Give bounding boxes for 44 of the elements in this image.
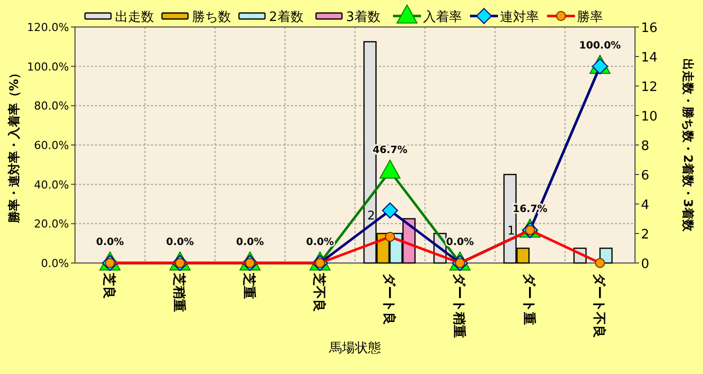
x-tick-label: ダート重 bbox=[521, 273, 537, 325]
data-label: 1 bbox=[507, 223, 515, 238]
y2-tick-label: 12 bbox=[641, 80, 658, 95]
y-tick-label: 40.0% bbox=[34, 178, 69, 192]
y2-tick-label: 16 bbox=[641, 21, 658, 36]
data-label: 0.0% bbox=[446, 237, 474, 248]
y2-tick-label: 6 bbox=[641, 168, 650, 184]
y2-tick-label: 14 bbox=[641, 50, 658, 66]
x-tick-label: 芝稍重 bbox=[171, 272, 187, 312]
data-label: 0.0% bbox=[96, 237, 124, 248]
x-tick-label: ダート稍重 bbox=[451, 273, 467, 338]
legend-label: 3着数 bbox=[346, 9, 380, 25]
legend-label: 出走数 bbox=[115, 10, 154, 25]
y-tick-label: 100.0% bbox=[27, 60, 69, 74]
data-label: 0.0% bbox=[166, 237, 194, 248]
y2-tick-label: 4 bbox=[641, 198, 650, 213]
legend-label: 連対率 bbox=[500, 9, 539, 25]
point bbox=[382, 202, 398, 218]
x-tick-label: 芝良 bbox=[101, 272, 117, 299]
y2-tick-label: 10 bbox=[641, 110, 658, 124]
y2-tick-label: 0 bbox=[641, 257, 650, 272]
y2-tick-label: 2 bbox=[641, 228, 650, 242]
y-tick-label: 20.0% bbox=[34, 218, 69, 231]
y-tick-label: 60.0% bbox=[34, 139, 69, 152]
y-tick-label: 0.0% bbox=[41, 257, 69, 270]
y2-axis-title: 出走数・勝ち数・2着数・3着数 bbox=[681, 58, 695, 232]
x-tick-label: 芝重 bbox=[241, 272, 257, 299]
x-tick-label: ダート良 bbox=[381, 273, 397, 325]
legend-label: 入着率 bbox=[423, 9, 462, 25]
y-axis-title: 勝率・連対率・入着率（%） bbox=[7, 66, 21, 224]
legend-label: 2着数 bbox=[269, 9, 304, 25]
data-label: 0.0% bbox=[306, 237, 334, 248]
data-label: 100.0% bbox=[579, 40, 621, 52]
y-tick-label: 120.0% bbox=[27, 21, 69, 34]
y-tick-label: 80.0% bbox=[34, 100, 69, 113]
point bbox=[380, 160, 400, 179]
legend-label: 勝率 bbox=[577, 9, 603, 25]
x-tick-label: ダート不良 bbox=[591, 273, 607, 338]
legend-label: 勝ち数 bbox=[192, 10, 231, 25]
x-axis-title: 馬場状態 bbox=[328, 341, 381, 356]
x-tick-label: 芝不良 bbox=[311, 272, 327, 312]
data-label: 2 bbox=[367, 208, 375, 222]
y2-tick-label: 8 bbox=[641, 139, 650, 154]
data-label: 0.0% bbox=[236, 237, 264, 248]
